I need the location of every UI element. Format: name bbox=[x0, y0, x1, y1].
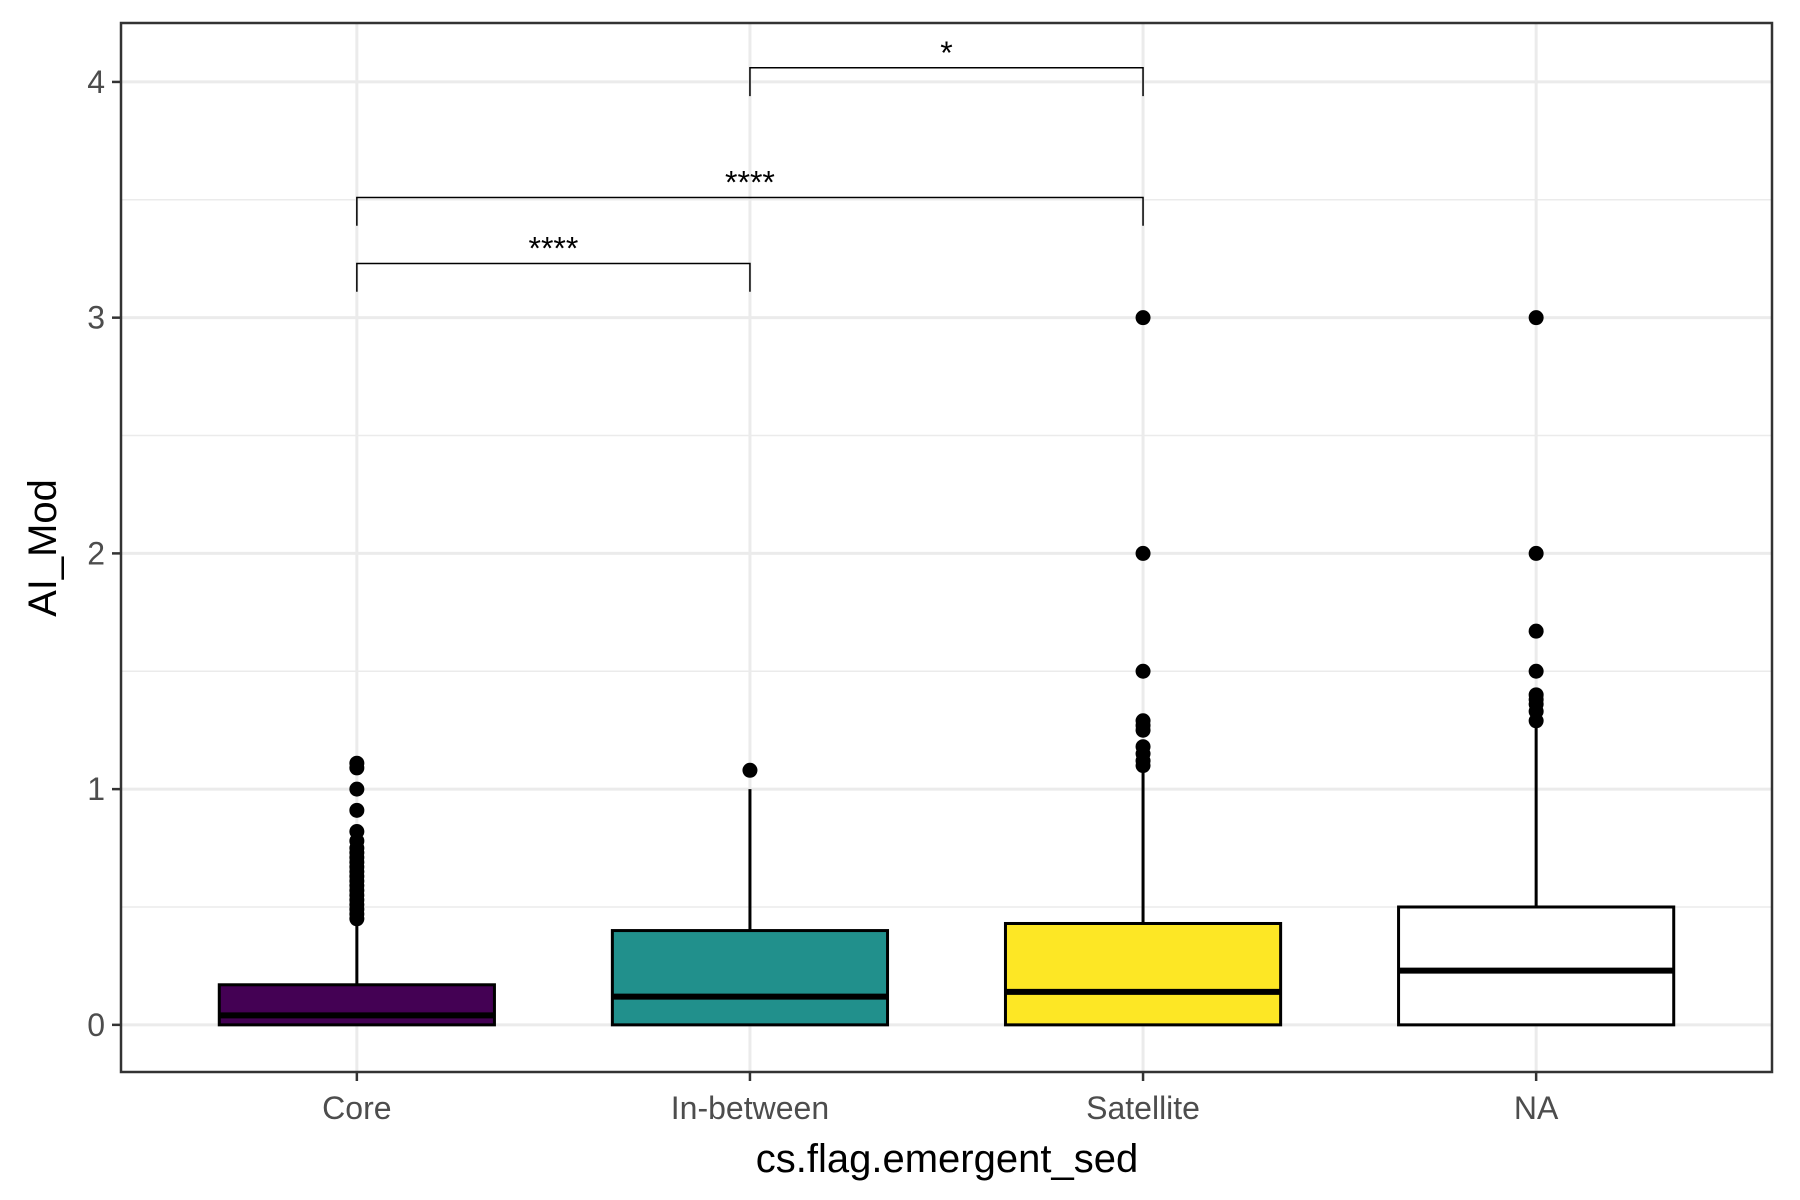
outlier-point bbox=[1528, 623, 1544, 639]
y-tick-label: 3 bbox=[87, 300, 105, 336]
outlier-point bbox=[349, 781, 365, 797]
significance-bracket bbox=[356, 262, 751, 292]
x-tick-label: In-between bbox=[671, 1090, 829, 1126]
outlier-point bbox=[742, 762, 758, 778]
significance-bracket bbox=[749, 67, 1144, 97]
box-iqr bbox=[1003, 921, 1283, 1027]
significance-label: **** bbox=[725, 164, 775, 200]
outlier-point bbox=[349, 824, 365, 840]
significance-bracket bbox=[356, 196, 1144, 226]
box-iqr bbox=[610, 929, 890, 1027]
y-tick-label: 4 bbox=[87, 64, 105, 100]
boxplots bbox=[217, 310, 1676, 1027]
outlier-point bbox=[1135, 739, 1151, 755]
y-tick-label: 0 bbox=[87, 1007, 105, 1043]
x-tick-label: Core bbox=[322, 1090, 391, 1126]
axes: 0 1 2 3 4 Core In-between Satellite NA bbox=[87, 64, 1559, 1126]
outlier-point bbox=[1528, 663, 1544, 679]
x-tick-label: Satellite bbox=[1086, 1090, 1200, 1126]
significance-label: **** bbox=[528, 230, 578, 266]
box-iqr bbox=[217, 983, 496, 1027]
panel-border bbox=[119, 21, 1774, 1074]
outlier-point bbox=[349, 755, 365, 771]
significance-label: * bbox=[940, 35, 952, 71]
outlier-point bbox=[1528, 310, 1544, 326]
outlier-point bbox=[1135, 663, 1151, 679]
y-axis-title: AI_Mod bbox=[21, 479, 65, 617]
outlier-point bbox=[1528, 687, 1544, 703]
x-axis-title: cs.flag.emergent_sed bbox=[756, 1137, 1138, 1181]
outlier-point bbox=[1528, 545, 1544, 561]
significance-brackets: ********* bbox=[356, 35, 1144, 292]
outlier-point bbox=[1135, 310, 1151, 326]
x-tick-label: NA bbox=[1514, 1090, 1559, 1126]
y-tick-label: 1 bbox=[87, 771, 105, 807]
y-tick-label: 2 bbox=[87, 535, 105, 571]
outlier-point bbox=[1135, 713, 1151, 729]
box-iqr bbox=[1397, 905, 1676, 1027]
outlier-point bbox=[349, 802, 365, 818]
outlier-point bbox=[1135, 545, 1151, 561]
